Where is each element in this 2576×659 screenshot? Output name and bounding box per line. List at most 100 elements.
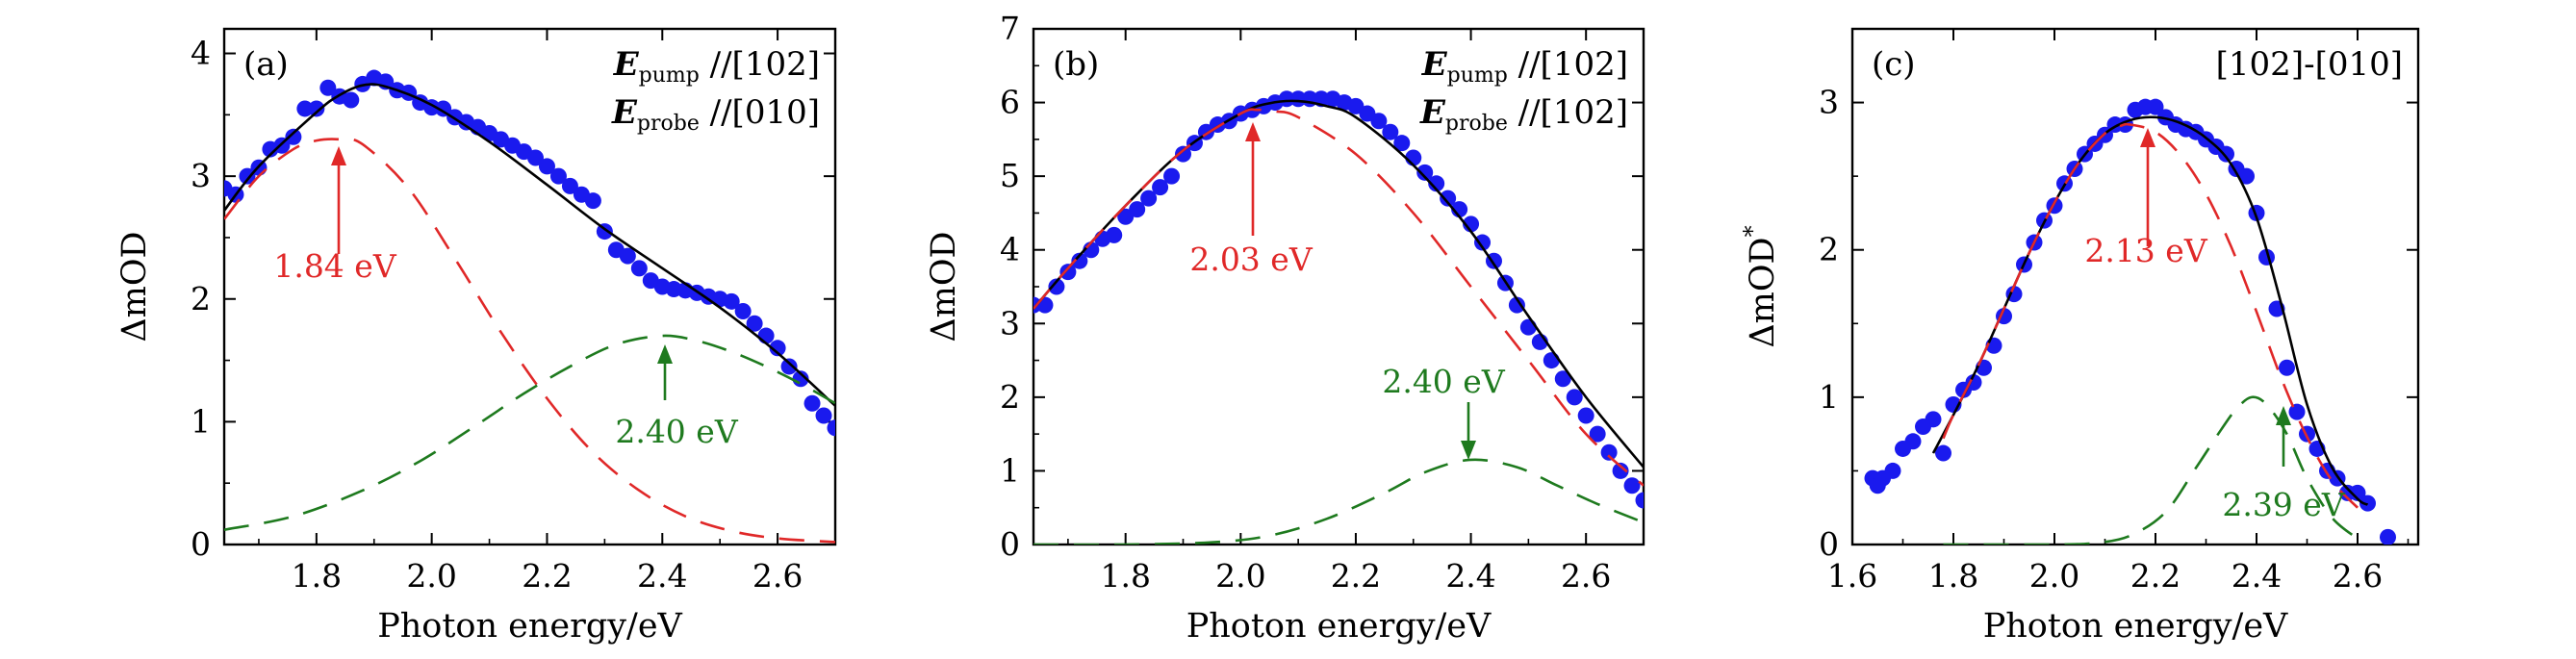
data-point xyxy=(584,192,601,210)
data-point xyxy=(239,167,256,185)
annotation-arrowhead xyxy=(2140,128,2155,147)
x-tick-label: 1.8 xyxy=(1100,557,1150,595)
data-point xyxy=(1129,201,1146,218)
data-point xyxy=(723,292,740,310)
data-point xyxy=(2359,494,2376,512)
data-point xyxy=(827,419,835,437)
y-tick-label: 0 xyxy=(1000,525,1020,563)
component-line xyxy=(224,138,835,544)
annotation-label: 2.40 eV xyxy=(1382,363,1505,400)
x-axis-label: Photon energy/eV xyxy=(1983,607,2288,646)
data-point xyxy=(1508,296,1525,314)
legend-text: Eprobe //[010] xyxy=(611,93,820,136)
plot-frame xyxy=(222,27,837,546)
x-tick-label: 2.6 xyxy=(2333,557,2383,595)
data-point xyxy=(1175,145,1192,163)
legend-text: [102]-[010] xyxy=(2216,45,2403,84)
data-point xyxy=(1566,389,1583,406)
x-tick-label: 2.0 xyxy=(1215,557,1265,595)
data-point xyxy=(1163,167,1181,185)
data-point xyxy=(1589,425,1606,443)
component-line xyxy=(1033,458,1644,545)
annotation-label: 2.13 eV xyxy=(2084,232,2207,269)
y-tick-label: 6 xyxy=(1000,84,1020,121)
data-point xyxy=(1370,113,1388,130)
y-axis-label: ΔmOD xyxy=(925,231,963,342)
panel-label: (b) xyxy=(1053,45,1099,84)
y-tick-label: 7 xyxy=(1000,10,1020,47)
data-point xyxy=(1071,252,1088,269)
y-tick-label: 2 xyxy=(191,280,211,317)
y-tick-label: 0 xyxy=(1819,525,1839,563)
data-point xyxy=(1048,278,1065,295)
y-tick-label: 4 xyxy=(191,35,211,72)
x-tick-label: 2.6 xyxy=(1561,557,1611,595)
data-point xyxy=(2238,167,2255,185)
data-point xyxy=(2147,98,2164,115)
x-tick-label: 1.8 xyxy=(1928,557,1978,595)
data-point xyxy=(296,100,314,117)
y-tick-label: 3 xyxy=(1000,304,1020,342)
data-point xyxy=(734,303,752,320)
data-point xyxy=(630,260,648,277)
x-axis-label: Photon energy/eV xyxy=(1186,607,1492,646)
data-point xyxy=(1289,90,1307,108)
data-point xyxy=(2218,145,2234,163)
data-point xyxy=(526,149,544,166)
data-point xyxy=(343,91,360,109)
data-point xyxy=(769,340,786,357)
data-point xyxy=(1474,234,1492,251)
annotation-arrowhead xyxy=(2276,406,2291,425)
annotation-arrowhead xyxy=(1461,441,1476,460)
data-point xyxy=(1519,318,1537,336)
data-point xyxy=(319,79,337,96)
annotation-label: 2.03 eV xyxy=(1189,241,1313,278)
data-point xyxy=(1440,190,1457,207)
component-line xyxy=(1033,108,1644,487)
annotation-label: 1.84 eV xyxy=(273,247,396,285)
y-tick-label: 5 xyxy=(1000,157,1020,194)
x-axis-label: Photon energy/eV xyxy=(377,607,682,646)
data-point xyxy=(803,394,821,412)
y-tick-label: 0 xyxy=(191,525,211,563)
component-line xyxy=(224,334,835,531)
x-tick-label: 2.4 xyxy=(2232,557,2282,595)
plot-frame xyxy=(1850,27,2420,546)
x-tick-label: 2.2 xyxy=(2130,557,2181,595)
y-tick-label: 1 xyxy=(1819,378,1839,416)
component-line xyxy=(1942,122,2359,509)
y-tick-label: 3 xyxy=(191,157,211,194)
data-point xyxy=(757,327,775,344)
x-tick-label: 2.4 xyxy=(637,557,687,595)
data-point xyxy=(1393,135,1411,152)
x-tick-label: 1.8 xyxy=(292,557,342,595)
data-point xyxy=(1428,175,1445,192)
data-point xyxy=(1904,433,1922,450)
chart-panel-3: 1.6 1.8 2.0 2.2 2.4 2.6 0 1 2 3 Photon energy/eV Δm… xyxy=(1739,27,2420,646)
annotation-arrowhead xyxy=(1245,122,1261,141)
data-point xyxy=(1416,164,1434,181)
data-point xyxy=(1152,179,1169,196)
annotation-label: 2.39 eV xyxy=(2222,486,2345,523)
data-point xyxy=(1106,226,1123,243)
x-tick-label: 1.6 xyxy=(1827,557,1877,595)
data-point xyxy=(1543,352,1560,369)
annotation-label: 2.40 eV xyxy=(615,413,738,450)
x-tick-label: 2.4 xyxy=(1445,557,1495,595)
data-point xyxy=(1382,123,1399,140)
annotation-arrowhead xyxy=(657,344,673,364)
y-tick-label: 2 xyxy=(1000,378,1020,416)
data-point xyxy=(2349,484,2366,501)
y-axis-label: ΔmOD* xyxy=(1739,225,1782,347)
data-point xyxy=(2380,528,2396,545)
data-point xyxy=(780,358,798,375)
y-axis-label: ΔmOD xyxy=(115,231,154,342)
data-point xyxy=(1059,264,1077,281)
panel-label: (c) xyxy=(1872,45,1916,84)
component-line xyxy=(1943,395,2359,545)
chart-panel-2: 1.8 2.0 2.2 2.4 2.6 0 1 2 3 4 5 6 7 Photon energy/eV Δ… xyxy=(925,10,1645,646)
y-tick-label: 3 xyxy=(1819,84,1839,121)
data-point xyxy=(1935,444,1951,462)
y-tick-label: 2 xyxy=(1819,231,1839,268)
